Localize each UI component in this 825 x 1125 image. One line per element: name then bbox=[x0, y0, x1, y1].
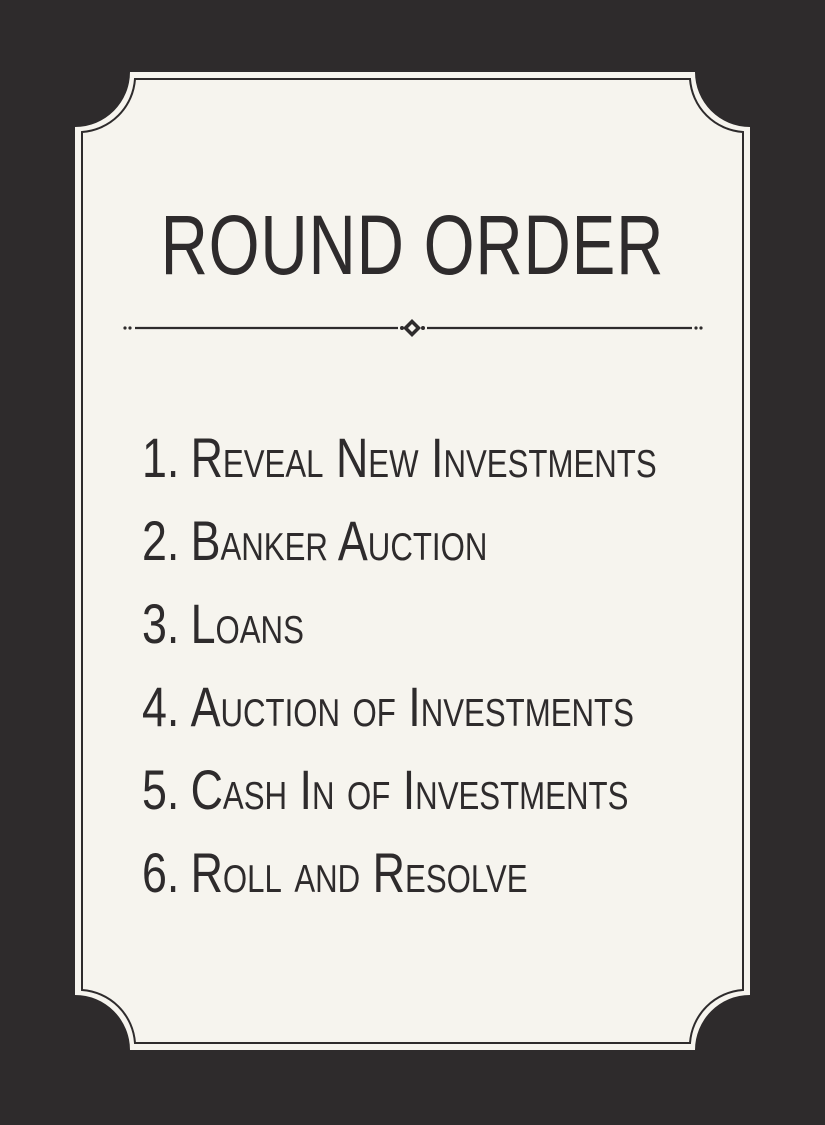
diamond-ornament-icon bbox=[403, 319, 421, 337]
card-title: ROUND ORDER bbox=[160, 198, 665, 292]
step-label: Banker Auction bbox=[190, 509, 488, 572]
step-number: 5. bbox=[142, 758, 180, 821]
list-item: 2. Banker Auction bbox=[142, 505, 657, 588]
step-number: 3. bbox=[142, 592, 180, 655]
step-number: 1. bbox=[142, 426, 180, 489]
step-label: Reveal New Investments bbox=[190, 426, 657, 489]
round-steps-list: 1. Reveal New Investments 2. Banker Auctio… bbox=[142, 422, 785, 920]
card-panel bbox=[75, 72, 750, 1050]
list-item: 1. Reveal New Investments bbox=[142, 422, 657, 505]
step-label: Auction of Investments bbox=[190, 675, 634, 738]
card-inner-border bbox=[81, 78, 744, 1044]
step-number: 2. bbox=[142, 509, 180, 572]
step-number: 4. bbox=[142, 675, 180, 738]
list-item: 6. Roll and Resolve bbox=[142, 837, 657, 920]
step-label: Loans bbox=[190, 592, 304, 655]
list-item: 5. Cash In of Investments bbox=[142, 754, 657, 837]
step-number: 6. bbox=[142, 841, 180, 904]
step-label: Roll and Resolve bbox=[190, 841, 528, 904]
list-item: 3. Loans bbox=[142, 588, 657, 671]
list-item: 4. Auction of Investments bbox=[142, 671, 657, 754]
step-label: Cash In of Investments bbox=[190, 758, 629, 821]
